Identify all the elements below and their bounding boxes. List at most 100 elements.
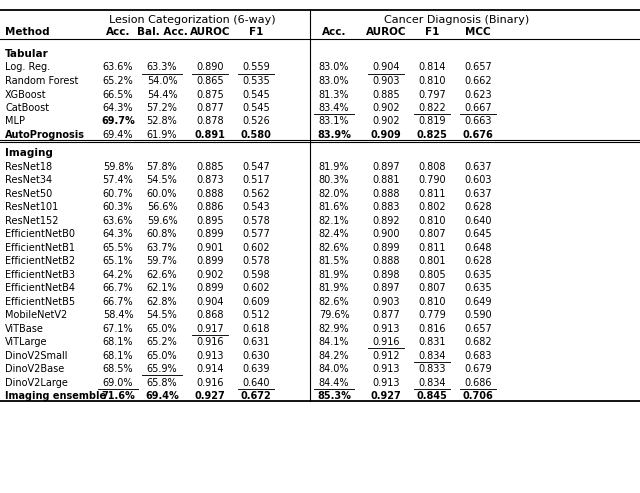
Text: 0.895: 0.895	[196, 216, 224, 226]
Text: 0.609: 0.609	[243, 297, 269, 307]
Text: 0.916: 0.916	[196, 378, 224, 387]
Text: 0.897: 0.897	[372, 162, 400, 172]
Text: EfficientNetB2: EfficientNetB2	[5, 256, 75, 266]
Text: 57.8%: 57.8%	[147, 162, 177, 172]
Text: |: |	[308, 76, 312, 86]
Text: 65.0%: 65.0%	[147, 351, 177, 361]
Text: 0.899: 0.899	[372, 243, 400, 253]
Text: EfficientNetB3: EfficientNetB3	[5, 270, 75, 280]
Text: 0.899: 0.899	[196, 229, 224, 239]
Text: 0.878: 0.878	[196, 116, 224, 127]
Text: 0.902: 0.902	[372, 116, 400, 127]
Text: 64.2%: 64.2%	[102, 270, 133, 280]
Text: 0.898: 0.898	[372, 270, 400, 280]
Text: 0.892: 0.892	[372, 216, 400, 226]
Text: 0.902: 0.902	[372, 103, 400, 113]
Text: 65.5%: 65.5%	[102, 243, 133, 253]
Text: 57.2%: 57.2%	[147, 103, 177, 113]
Text: 0.877: 0.877	[372, 310, 400, 320]
Text: 82.0%: 82.0%	[319, 189, 349, 199]
Text: 64.3%: 64.3%	[103, 103, 133, 113]
Text: 0.888: 0.888	[372, 189, 400, 199]
Text: 0.628: 0.628	[464, 202, 492, 212]
Text: 68.1%: 68.1%	[103, 337, 133, 347]
Text: Acc.: Acc.	[106, 27, 131, 37]
Text: 0.834: 0.834	[419, 351, 445, 361]
Text: F1: F1	[425, 27, 439, 37]
Text: 0.900: 0.900	[372, 229, 400, 239]
Text: 0.637: 0.637	[464, 189, 492, 199]
Text: 0.639: 0.639	[243, 364, 269, 374]
Text: |: |	[308, 364, 312, 375]
Text: AutoPrognosis: AutoPrognosis	[5, 130, 85, 140]
Text: 0.913: 0.913	[196, 351, 224, 361]
Text: Bal. Acc.: Bal. Acc.	[136, 27, 188, 37]
Text: 0.667: 0.667	[464, 103, 492, 113]
Text: 0.640: 0.640	[243, 378, 269, 387]
Text: 0.912: 0.912	[372, 351, 400, 361]
Text: EfficientNetB1: EfficientNetB1	[5, 243, 75, 253]
Text: 66.7%: 66.7%	[102, 297, 133, 307]
Text: 0.881: 0.881	[372, 175, 400, 185]
Text: 58.4%: 58.4%	[102, 310, 133, 320]
Text: 0.526: 0.526	[242, 116, 270, 127]
Text: 79.6%: 79.6%	[319, 310, 349, 320]
Text: 0.512: 0.512	[242, 310, 270, 320]
Text: 65.2%: 65.2%	[102, 76, 133, 86]
Text: 0.822: 0.822	[418, 103, 446, 113]
Text: 0.547: 0.547	[242, 162, 270, 172]
Text: 0.602: 0.602	[242, 283, 270, 293]
Text: |: |	[308, 391, 312, 401]
Text: 82.6%: 82.6%	[319, 243, 349, 253]
Text: 69.0%: 69.0%	[103, 378, 133, 387]
Text: 69.4%: 69.4%	[103, 130, 133, 140]
Text: 65.2%: 65.2%	[147, 337, 177, 347]
Text: 63.7%: 63.7%	[147, 243, 177, 253]
Text: 0.628: 0.628	[464, 256, 492, 266]
Text: 0.649: 0.649	[464, 297, 492, 307]
Text: 60.8%: 60.8%	[147, 229, 177, 239]
Text: |: |	[308, 89, 312, 100]
Text: 81.9%: 81.9%	[319, 162, 349, 172]
Text: Log. Reg.: Log. Reg.	[5, 63, 50, 72]
Text: 66.5%: 66.5%	[102, 90, 133, 100]
Text: 0.816: 0.816	[419, 324, 445, 334]
Text: Tabular: Tabular	[5, 49, 49, 59]
Text: Imaging ensemble: Imaging ensemble	[5, 391, 106, 401]
Text: DinoV2Small: DinoV2Small	[5, 351, 67, 361]
Text: Random Forest: Random Forest	[5, 76, 78, 86]
Text: 0.834: 0.834	[419, 378, 445, 387]
Text: 64.3%: 64.3%	[103, 229, 133, 239]
Text: AUROC: AUROC	[365, 27, 406, 37]
Text: 82.1%: 82.1%	[319, 216, 349, 226]
Text: 0.913: 0.913	[372, 324, 400, 334]
Text: 85.3%: 85.3%	[317, 391, 351, 401]
Text: 84.2%: 84.2%	[319, 351, 349, 361]
Text: 81.6%: 81.6%	[319, 202, 349, 212]
Text: 0.873: 0.873	[196, 175, 224, 185]
Text: 0.868: 0.868	[196, 310, 224, 320]
Text: 0.797: 0.797	[418, 90, 446, 100]
Text: 0.535: 0.535	[242, 76, 270, 86]
Text: 0.927: 0.927	[195, 391, 225, 401]
Text: 54.5%: 54.5%	[147, 175, 177, 185]
Text: 0.559: 0.559	[242, 63, 270, 72]
Text: 0.635: 0.635	[464, 283, 492, 293]
Text: 62.8%: 62.8%	[147, 297, 177, 307]
Text: 0.902: 0.902	[196, 270, 224, 280]
Text: 65.8%: 65.8%	[147, 378, 177, 387]
Text: 0.888: 0.888	[372, 256, 400, 266]
Text: 0.899: 0.899	[196, 283, 224, 293]
Text: 0.883: 0.883	[372, 202, 400, 212]
Text: 0.885: 0.885	[372, 90, 400, 100]
Text: 81.9%: 81.9%	[319, 270, 349, 280]
Text: |: |	[308, 351, 312, 361]
Text: 0.578: 0.578	[242, 216, 270, 226]
Text: 81.9%: 81.9%	[319, 283, 349, 293]
Text: 0.676: 0.676	[463, 130, 493, 140]
Text: Acc.: Acc.	[322, 27, 346, 37]
Text: CatBoost: CatBoost	[5, 103, 49, 113]
Text: |: |	[308, 243, 312, 253]
Text: 71.6%: 71.6%	[101, 391, 135, 401]
Text: 0.630: 0.630	[243, 351, 269, 361]
